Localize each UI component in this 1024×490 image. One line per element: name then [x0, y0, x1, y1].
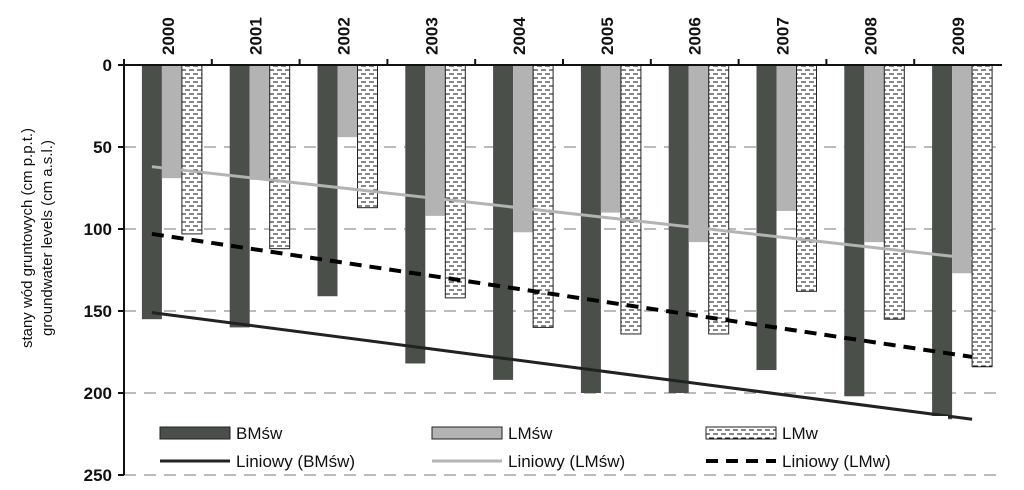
bar-LMw-2004	[532, 64, 554, 328]
y-tick-label: 50	[93, 138, 112, 157]
bar-BMśw-2003	[405, 65, 426, 364]
axis-titles: stany wód gruntowych (cm p.p.t.) groundw…	[19, 128, 56, 348]
legend-label-trend-0: Liniowy (BMśw)	[236, 452, 355, 471]
legend-label-trend-2: Liniowy (LMw)	[782, 452, 891, 471]
bar-BMśw-2006	[668, 65, 689, 393]
y-tick-label: 250	[84, 466, 112, 485]
y-axis-title-secondary: groundwater levels (cm a.s.l.)	[39, 140, 56, 336]
bar-LMw-2005	[620, 64, 642, 335]
y-tick-label: 0	[103, 56, 112, 75]
legend-label-BMśw: BMśw	[236, 424, 283, 443]
bar-LMw-2009	[971, 64, 993, 368]
bar-LMśw-2003	[425, 65, 446, 216]
category-label-2006: 2006	[686, 17, 705, 55]
bar-LMw-2003	[444, 64, 466, 299]
y-axis-title: stany wód gruntowych (cm p.p.t.)	[19, 128, 36, 348]
legend-swatch-LMw	[705, 426, 777, 440]
bar-LMśw-2000	[161, 65, 182, 179]
bar-BMśw-2001	[229, 65, 250, 328]
category-label-2002: 2002	[335, 17, 354, 55]
bar-LMśw-2004	[513, 65, 534, 233]
category-label-2004: 2004	[510, 17, 529, 55]
category-label-2005: 2005	[598, 17, 617, 55]
category-label-2001: 2001	[247, 17, 266, 55]
category-label-2000: 2000	[159, 17, 178, 55]
bar-BMśw-2008	[844, 65, 865, 397]
trendlines	[151, 165, 973, 421]
bar-BMśw-2004	[493, 65, 514, 380]
legend-label-LMśw: LMśw	[508, 424, 553, 443]
legend-swatch-LMśw	[431, 426, 503, 440]
bar-LMw-2006	[708, 64, 730, 335]
bar-LMśw-2007	[776, 65, 797, 211]
bars	[141, 64, 993, 420]
bar-LMw-2008	[883, 64, 905, 320]
trendline-0	[151, 311, 973, 421]
y-tick-label: 150	[84, 302, 112, 321]
legend-swatch-BMśw	[159, 426, 231, 440]
bar-BMśw-2007	[756, 65, 777, 371]
bar-LMśw-2005	[600, 65, 621, 213]
y-tick-label: 100	[84, 220, 112, 239]
bar-BMśw-2009	[932, 65, 953, 420]
bar-LMw-2000	[181, 64, 203, 235]
bar-LMśw-2001	[249, 65, 270, 180]
legend-label-trend-1: Liniowy (LMśw)	[508, 452, 625, 471]
bar-BMśw-2005	[580, 65, 601, 393]
legend-background	[148, 416, 948, 474]
bar-BMśw-2000	[141, 65, 162, 320]
bar-LMśw-2009	[952, 65, 973, 274]
legend-label-LMw: LMw	[782, 424, 819, 443]
trendline-1	[151, 165, 973, 261]
category-label-2003: 2003	[422, 17, 441, 55]
y-tick-label: 200	[84, 384, 112, 403]
trendline-2	[151, 231, 973, 359]
category-label-2009: 2009	[949, 17, 968, 55]
category-label-2007: 2007	[774, 17, 793, 55]
bar-LMśw-2006	[688, 65, 709, 243]
bar-BMśw-2002	[317, 65, 338, 297]
bar-LMśw-2008	[864, 65, 885, 243]
bar-LMśw-2002	[337, 65, 358, 138]
axes: 0 50 100 150 200 250 2000 2001 2002 2003 2004 2005 2…	[84, 17, 1002, 485]
bar-LMw-2002	[357, 64, 378, 209]
category-label-2008: 2008	[861, 17, 880, 55]
bar-LMw-2007	[796, 64, 817, 292]
legend: BMśw LMśw LMw Liniowy (BMśw) Liniowy (LMśw) L…	[148, 416, 948, 474]
bar-LMw-2001	[269, 64, 291, 250]
